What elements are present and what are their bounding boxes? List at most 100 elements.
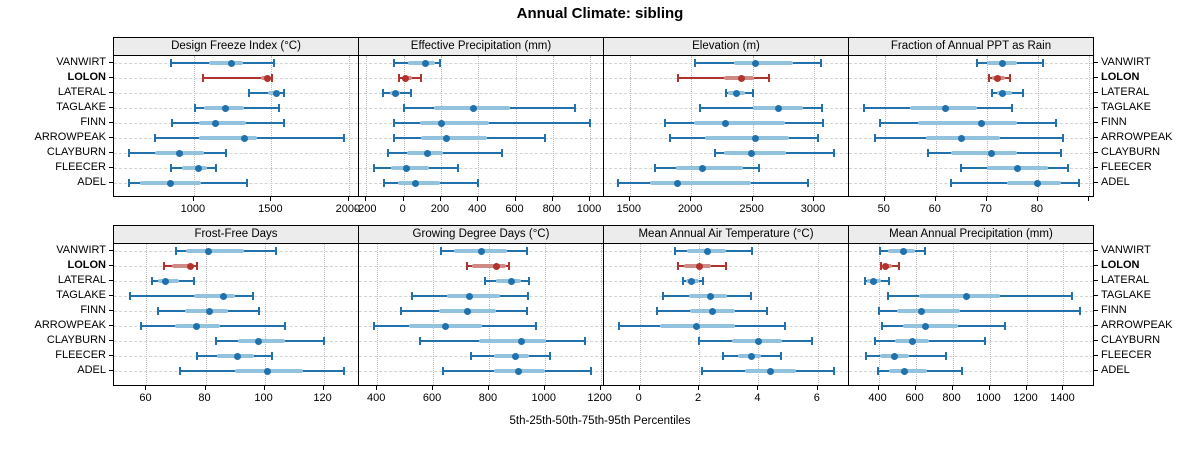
whisker-cap-5th xyxy=(877,307,880,315)
median-dot xyxy=(195,164,202,172)
interquartile-bar xyxy=(472,264,506,268)
site-label-right-adel: ADEL xyxy=(1101,176,1130,188)
vertical-gridline xyxy=(366,56,368,196)
whisker-cap-95th xyxy=(702,277,705,285)
x-axis-tick xyxy=(270,197,272,201)
horizontal-gridline xyxy=(114,93,358,94)
whisker-cap-95th xyxy=(410,89,413,97)
whisker-cap-95th xyxy=(1062,134,1065,142)
y-axis-tick-left xyxy=(109,152,113,153)
x-axis-tick-label: 80 xyxy=(198,392,211,404)
whisker-cap-5th xyxy=(662,292,665,300)
median-dot xyxy=(962,292,970,300)
whisker-cap-95th xyxy=(282,119,285,127)
panel-growing-degree-days-c xyxy=(358,243,604,386)
whisker-cap-95th xyxy=(270,352,273,360)
vertical-gridline xyxy=(403,56,405,196)
y-axis-tick-right xyxy=(1094,310,1098,311)
x-axis-tick xyxy=(376,386,378,390)
panel-strip-mean-annual-air-temperature-c: Mean Annual Air Temperature (°C) xyxy=(603,225,849,244)
whisker-cap-5th xyxy=(465,262,468,270)
median-dot xyxy=(1013,164,1021,172)
median-dot xyxy=(978,119,986,127)
x-axis-tick-label: 600 xyxy=(422,392,442,404)
x-axis-tick-label: 2500 xyxy=(739,203,764,215)
vertical-gridline xyxy=(146,244,148,385)
whisker-cap-5th xyxy=(179,367,182,375)
whisker-cap-95th xyxy=(257,307,260,315)
horizontal-gridline xyxy=(114,153,358,154)
whisker-cap-5th xyxy=(202,74,205,82)
x-axis-tick xyxy=(589,197,591,201)
median-dot xyxy=(204,247,212,255)
whisker-cap-5th xyxy=(990,89,993,97)
horizontal-gridline xyxy=(849,93,1093,94)
whisker-cap-95th xyxy=(784,322,787,330)
horizontal-gridline xyxy=(359,63,603,64)
whisker-cap-95th xyxy=(322,337,325,345)
whisker-cap-95th xyxy=(284,322,287,330)
median-dot xyxy=(391,89,399,97)
site-label-right-lateral: LATERAL xyxy=(1101,86,1150,98)
x-axis-tick xyxy=(1062,386,1064,390)
y-axis-tick-right xyxy=(1094,340,1098,341)
median-dot xyxy=(234,352,242,360)
percentile-whisker xyxy=(387,152,502,154)
x-axis-tick xyxy=(914,386,916,390)
x-axis-tick xyxy=(263,386,265,390)
interquartile-bar xyxy=(419,121,490,125)
panel-strip-title: Design Freeze Index (°C) xyxy=(171,40,301,52)
vertical-gridline xyxy=(205,244,207,385)
percentile-whisker xyxy=(677,77,770,79)
y-axis-tick-left xyxy=(109,265,113,266)
interquartile-bar xyxy=(650,181,752,185)
whisker-cap-5th xyxy=(174,247,177,255)
x-axis-tick xyxy=(1036,197,1038,201)
whisker-cap-5th xyxy=(382,89,385,97)
horizontal-gridline xyxy=(849,266,1093,267)
vertical-gridline xyxy=(433,244,435,385)
whisker-cap-5th xyxy=(483,277,486,285)
site-label-right-clayburn: CLAYBURN xyxy=(1101,334,1161,346)
x-axis-tick xyxy=(347,197,349,201)
percentile-whisker xyxy=(248,92,284,94)
panel-effective-precipitation-mm xyxy=(358,55,604,197)
median-dot xyxy=(470,104,478,112)
whisker-cap-95th xyxy=(1008,74,1011,82)
whisker-cap-5th xyxy=(863,277,866,285)
x-axis-tick xyxy=(883,197,885,201)
x-axis-tick-label: 1200 xyxy=(587,392,612,404)
x-axis-tick-label: 100 xyxy=(254,392,273,404)
whisker-cap-95th xyxy=(779,352,782,360)
whisker-cap-5th xyxy=(873,337,876,345)
x-axis-tick-label: 1000 xyxy=(576,203,602,215)
whisker-cap-95th xyxy=(251,292,254,300)
horizontal-gridline xyxy=(849,356,1093,357)
median-dot xyxy=(423,149,431,157)
panel-strip-title: Effective Precipitation (mm) xyxy=(410,40,552,52)
whisker-cap-5th xyxy=(617,179,620,187)
whisker-cap-95th xyxy=(224,149,227,157)
y-axis-tick-left xyxy=(109,310,113,311)
whisker-cap-5th xyxy=(139,322,142,330)
median-dot xyxy=(442,322,450,330)
whisker-cap-95th xyxy=(833,367,836,375)
x-axis-tick-label: 1200 xyxy=(1013,392,1038,404)
interquartile-bar xyxy=(724,151,787,155)
x-axis-tick xyxy=(439,197,441,201)
whisker-cap-95th xyxy=(192,277,195,285)
site-label-left-fleecer: FLEECER xyxy=(55,349,106,361)
panel-strip-title: Mean Annual Air Temperature (°C) xyxy=(638,228,814,240)
median-dot xyxy=(890,352,898,360)
site-label-right-arrowpeak: ARROWPEAK xyxy=(1101,131,1173,143)
median-dot xyxy=(511,352,519,360)
x-axis-tick-label: 800 xyxy=(542,203,561,215)
y-axis-tick-right xyxy=(1094,137,1098,138)
whisker-cap-95th xyxy=(960,367,963,375)
x-axis-tick xyxy=(402,197,404,201)
panel-strip-title: Elevation (m) xyxy=(692,40,760,52)
whisker-cap-95th xyxy=(527,292,529,300)
vertical-gridline xyxy=(552,56,554,196)
whisker-cap-95th xyxy=(535,322,538,330)
percentile-whisker xyxy=(874,340,985,342)
